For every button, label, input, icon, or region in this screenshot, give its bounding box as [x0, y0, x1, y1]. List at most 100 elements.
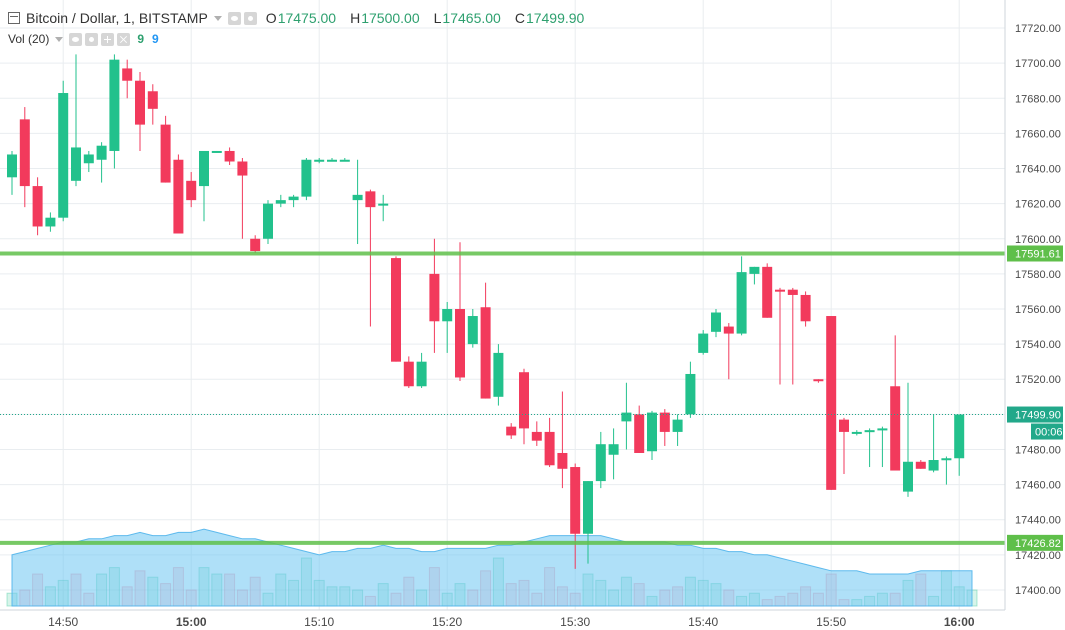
y-tick-label: 17620.00 [1015, 199, 1061, 211]
candle-body [58, 93, 69, 218]
eye-icon[interactable] [227, 11, 241, 25]
candle [698, 330, 709, 355]
candle [915, 460, 926, 469]
candle [173, 154, 184, 234]
candle [237, 157, 248, 239]
candle [493, 344, 504, 406]
candle-body [7, 154, 17, 178]
candle [314, 157, 325, 164]
candle-body [711, 312, 721, 332]
candle [839, 417, 849, 475]
candle [864, 428, 875, 468]
candle-body [480, 307, 491, 399]
level-price-tag [1007, 534, 1063, 551]
candle [570, 463, 581, 569]
volume-ma-area [11, 528, 973, 607]
close-icon[interactable] [117, 32, 131, 46]
x-tick-label: 15:30 [560, 615, 590, 629]
candle [851, 430, 862, 436]
candle [787, 287, 798, 385]
candle-body [173, 159, 184, 234]
candle [391, 256, 401, 362]
candle-body [787, 289, 798, 295]
candle-body [365, 191, 376, 208]
candle-body [813, 379, 824, 382]
candle-body [199, 150, 209, 187]
candle [826, 316, 837, 490]
volume-ma-value: 9 [152, 32, 159, 46]
candle [621, 382, 632, 450]
candle-body [19, 119, 30, 187]
candle-body [96, 145, 107, 160]
candle-body [941, 458, 952, 461]
candle [301, 157, 312, 201]
collapse-icon[interactable] [8, 12, 20, 24]
y-tick-label: 17680.00 [1015, 93, 1061, 105]
candle-body [839, 419, 849, 432]
gear-icon[interactable] [243, 11, 257, 25]
candle [672, 414, 683, 446]
y-tick-label: 17540.00 [1015, 339, 1061, 351]
candle-body [544, 431, 555, 466]
candle [109, 54, 120, 169]
countdown-tag [1031, 423, 1063, 440]
candle [224, 147, 235, 166]
candle [800, 291, 811, 327]
add-icon[interactable] [101, 32, 115, 46]
y-tick-label: 17560.00 [1015, 304, 1061, 316]
candle-body [583, 481, 593, 534]
candle-body [915, 461, 926, 469]
candle-body [32, 186, 43, 227]
candle-body [775, 289, 785, 292]
candle-body [429, 273, 440, 322]
candle [250, 235, 261, 253]
candle [416, 352, 427, 389]
symbol-title[interactable]: Bitcoin / Dollar, 1, BITSTAMP [26, 10, 208, 26]
candle [762, 263, 773, 318]
high-label: H [350, 10, 361, 26]
candle [467, 309, 478, 348]
candle-body [467, 316, 478, 345]
chevron-down-icon[interactable] [55, 36, 64, 42]
candle [583, 481, 593, 564]
candle-body [109, 59, 120, 151]
candle [480, 282, 491, 399]
volume-label[interactable]: Vol (20) [8, 32, 50, 46]
candle [403, 356, 414, 389]
candle-body [595, 444, 606, 482]
candle-body [288, 196, 299, 201]
candle-body [442, 309, 453, 322]
candle [327, 157, 337, 162]
candle [7, 150, 17, 195]
candle-body [211, 150, 222, 153]
low-label: L [433, 10, 442, 26]
open-value: 17475.00 [277, 10, 337, 26]
x-tick-label: 15:20 [432, 615, 462, 629]
candle [288, 194, 299, 208]
y-tick-label: 17600.00 [1015, 234, 1061, 246]
candle [749, 266, 760, 285]
candle-body [685, 373, 696, 415]
open-label: O [265, 10, 277, 26]
candle-body [736, 272, 747, 334]
eye-icon[interactable] [69, 32, 83, 46]
gear-icon[interactable] [85, 32, 99, 46]
candle-body [391, 258, 401, 362]
candle [544, 417, 555, 468]
candle [531, 421, 542, 446]
candle-body [339, 159, 350, 162]
volume-legend: Vol (20) 9 9 [8, 30, 159, 48]
candle [455, 242, 465, 381]
chevron-down-icon[interactable] [213, 15, 222, 21]
candle [519, 368, 529, 445]
candle-body [800, 294, 811, 322]
candle [58, 80, 69, 222]
candle-body [160, 124, 171, 183]
candle [954, 414, 965, 476]
candle [711, 309, 721, 338]
y-tick-label: 17420.00 [1015, 550, 1061, 562]
candle [928, 414, 939, 473]
y-tick-label: 17440.00 [1015, 515, 1061, 527]
y-tick-label: 17480.00 [1015, 444, 1061, 456]
